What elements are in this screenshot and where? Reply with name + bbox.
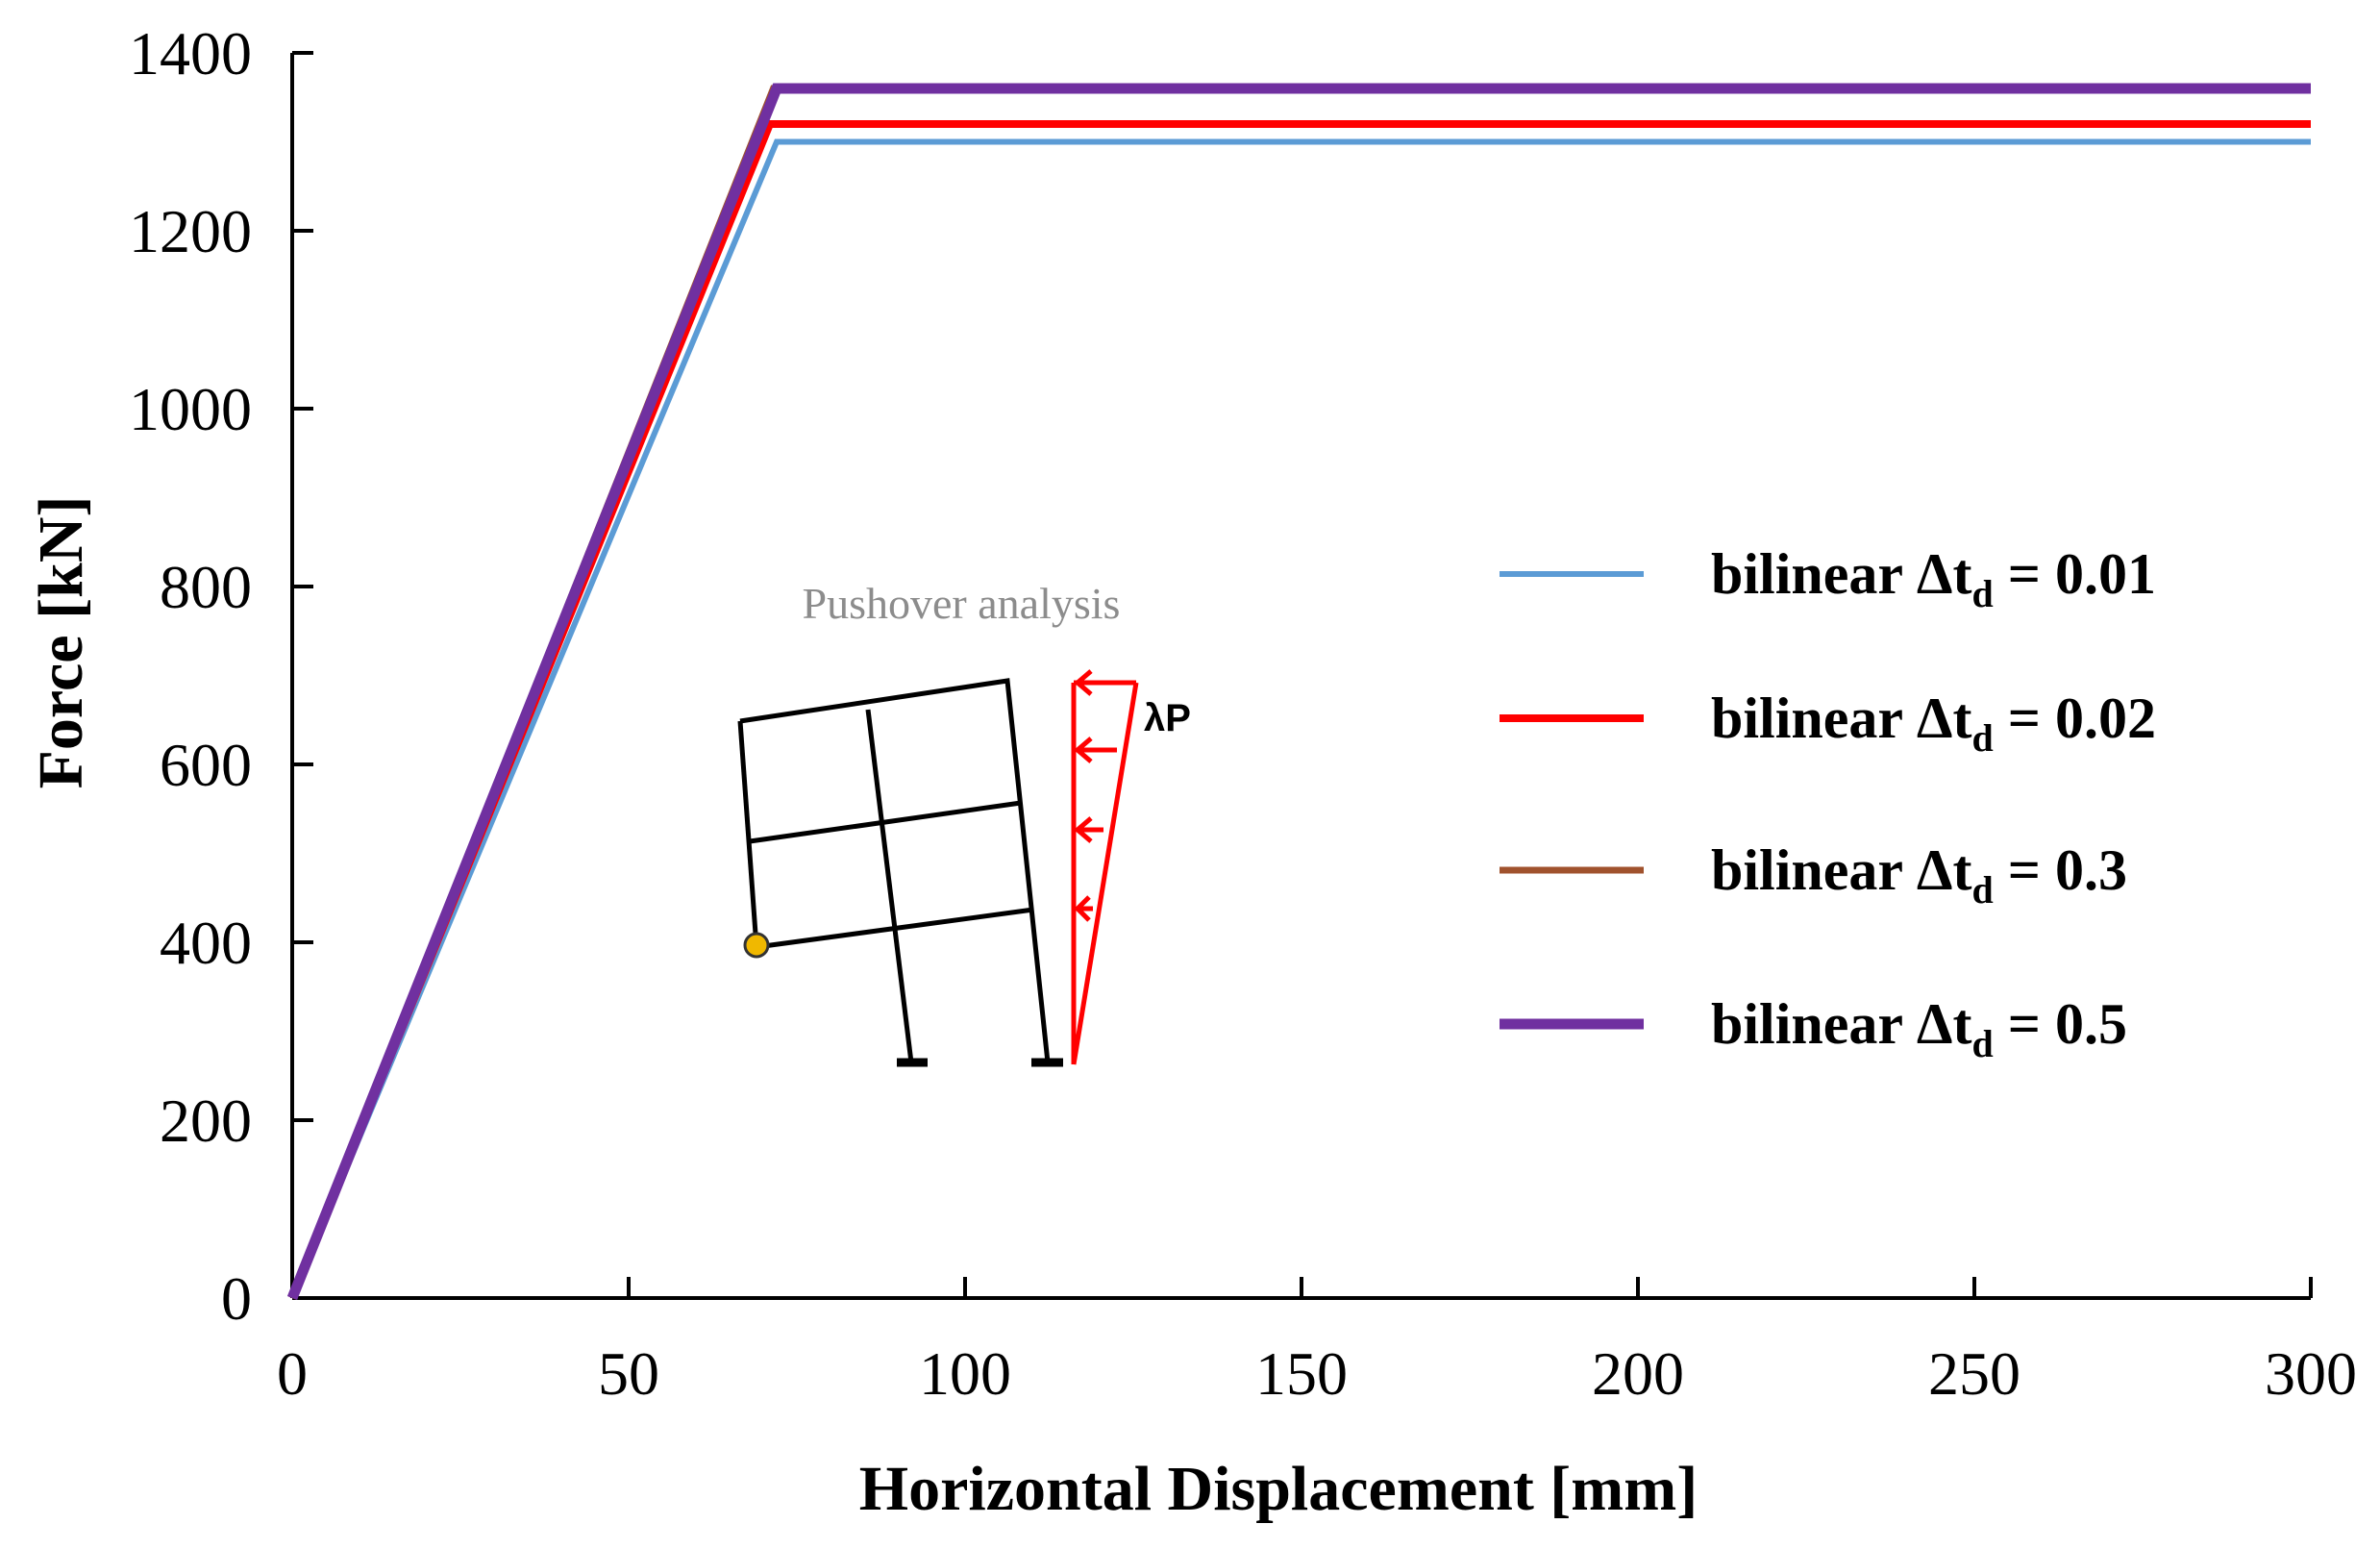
- load-label: λP: [1144, 697, 1191, 739]
- load-slope-line: [1071, 682, 1139, 1065]
- series-line-4: [286, 83, 2311, 1301]
- frame-beam-lower: [756, 907, 1034, 950]
- load-arrowhead-2: [1074, 737, 1093, 763]
- frame-beam-upper: [749, 800, 1022, 844]
- x-tick-label: 200: [1592, 1339, 1684, 1408]
- x-tick-label: 0: [277, 1339, 308, 1408]
- legend-label-2: bilinear Δtd = 0.02: [1711, 687, 2156, 760]
- hinge-marker: [743, 932, 770, 959]
- y-tick-label: 1400: [129, 19, 252, 87]
- legend: bilinear Δtd = 0.01 bilinear Δtd = 0.02 bi…: [1500, 542, 2156, 1065]
- y-tick-label: 600: [160, 731, 252, 799]
- y-tick-label: 0: [221, 1264, 252, 1333]
- series-line-1: [289, 138, 2311, 1300]
- inset-title: Pushover analysis: [803, 579, 1121, 628]
- load-arrowhead-1: [1074, 669, 1093, 696]
- x-tick-label: 50: [598, 1339, 659, 1408]
- legend-label-4: bilinear Δtd = 0.5: [1711, 992, 2127, 1065]
- load-arrowhead-4: [1074, 895, 1091, 922]
- y-tick-label: 200: [160, 1087, 252, 1155]
- frame-drawing: [737, 678, 1063, 1067]
- pushover-inset: Pushover analysis λP: [737, 579, 1191, 1067]
- y-tick-label: 800: [160, 553, 252, 621]
- legend-label-3: bilinear Δtd = 0.3: [1711, 838, 2127, 912]
- y-tick-label: 1000: [129, 375, 252, 443]
- x-tick-label: 300: [2265, 1339, 2357, 1408]
- x-tick-label: 100: [919, 1339, 1011, 1408]
- y-tick-label: 1200: [129, 197, 252, 265]
- lateral-load-triangle: [1071, 669, 1139, 1065]
- load-arrowhead-3: [1074, 816, 1093, 843]
- x-tick-label: 150: [1255, 1339, 1348, 1408]
- series-layer: [286, 83, 2311, 1301]
- frame-middle-column: [865, 709, 914, 1063]
- x-axis-title: Horizontal Displacement [mm]: [859, 1454, 1698, 1524]
- axes: 0 200 400 600 800 1000 1200 1400 0 50 100 150 200 250…: [129, 19, 2357, 1408]
- y-tick-label: 400: [160, 909, 252, 977]
- y-axis-title: Force [kN]: [26, 496, 96, 789]
- x-tick-label: 250: [1928, 1339, 2021, 1408]
- frame-roof-and-right-column: [739, 678, 1051, 1063]
- legend-label-1: bilinear Δtd = 0.01: [1711, 542, 2156, 615]
- frame-left-column: [737, 720, 759, 948]
